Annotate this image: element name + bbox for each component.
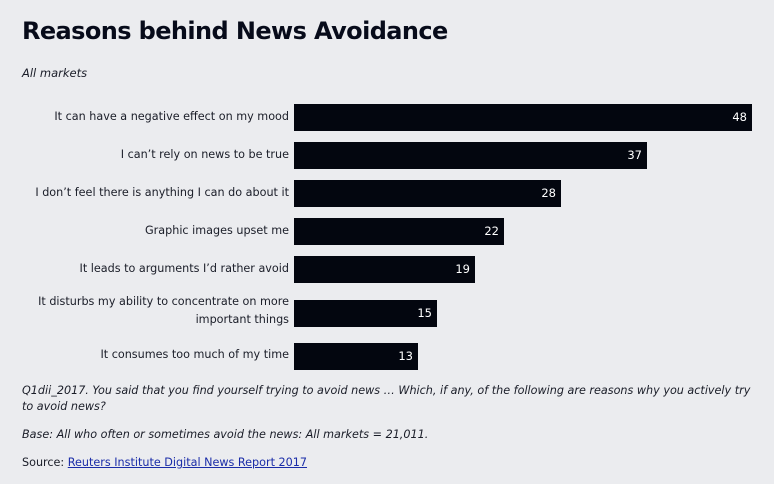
bar: 28 [294, 180, 561, 207]
question-note: Q1dii_2017. You said that you find yours… [22, 384, 751, 413]
bar: 48 [294, 104, 752, 131]
bar-value: 13 [398, 349, 413, 363]
bar-value: 28 [541, 186, 556, 200]
bar-label: I don’t feel there is anything I can do … [35, 186, 289, 199]
bar-label: It leads to arguments I’d rather avoid [79, 262, 289, 275]
chart-title: Reasons behind News Avoidance [22, 17, 448, 45]
bar-label: It can have a negative effect on my mood [54, 110, 289, 123]
bar-label: Graphic images upset me [145, 224, 289, 237]
bar-label: It disturbs my ability to concentrate on… [38, 295, 289, 326]
bar: 15 [294, 300, 437, 327]
chart-subtitle: All markets [22, 66, 88, 80]
bar: 13 [294, 343, 418, 370]
bar-value: 37 [627, 148, 642, 162]
bar-label: It consumes too much of my time [100, 348, 289, 361]
bar-value: 22 [484, 224, 499, 238]
bar-value: 19 [455, 262, 470, 276]
bar-value: 15 [417, 306, 432, 320]
source-line: Source: Reuters Institute Digital News R… [22, 456, 307, 469]
bar: 19 [294, 256, 475, 283]
bar: 37 [294, 142, 647, 169]
source-prefix: Source: [22, 456, 68, 469]
bar-label: I can’t rely on news to be true [120, 148, 289, 161]
bar-value: 48 [732, 110, 747, 124]
bar: 22 [294, 218, 504, 245]
source-link[interactable]: Reuters Institute Digital News Report 20… [67, 456, 308, 469]
base-note: Base: All who often or sometimes avoid t… [22, 428, 429, 441]
